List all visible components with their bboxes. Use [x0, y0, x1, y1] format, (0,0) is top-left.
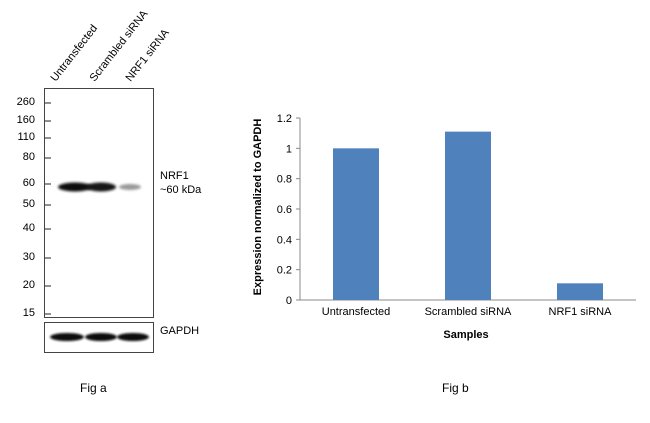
mw-marker-80: 80 [22, 151, 35, 163]
gapdh-band-nrf1-sirna [117, 333, 149, 341]
y-tick-label: 0 [286, 295, 292, 307]
main-blot [44, 88, 154, 318]
target-size-label: ~60 kDa [160, 184, 202, 196]
loading-control-label: GAPDH [160, 325, 200, 337]
mw-marker-20: 20 [22, 279, 35, 291]
y-tick-label: 0.2 [277, 265, 292, 277]
mw-marker-50: 50 [22, 198, 35, 210]
x-tick-label: Untransfected [322, 306, 390, 318]
target-label: NRF1 [160, 170, 189, 182]
x-tick-labels: Untransfected Scrambled siRNA NRF1 siRNA [322, 306, 612, 318]
nrf1-band-nrf1-sirna [119, 184, 141, 190]
y-axis-label: Expression normalized to GAPDH [252, 119, 264, 296]
figure-a-caption: Fig a [80, 381, 107, 395]
mw-marker-110: 110 [17, 131, 35, 143]
y-tick-label: 0.8 [277, 174, 292, 186]
nrf1-band-scrambled [86, 182, 116, 192]
y-tick-label: 1 [286, 143, 292, 155]
bar-untransfected [333, 148, 379, 300]
figure-b-caption: Fig b [442, 381, 469, 395]
gapdh-blot [44, 322, 154, 353]
x-axis-label: Samples [443, 329, 488, 341]
mw-marker-15: 15 [22, 307, 35, 319]
y-tick-label: 1.2 [277, 113, 292, 125]
main-blot-bands [45, 102, 141, 315]
western-blot-panel: Untransfected Scrambled siRNA NRF1 siRNA… [0, 0, 220, 423]
x-tick-label: Scrambled siRNA [425, 306, 512, 318]
mw-marker-160: 160 [16, 114, 35, 126]
bar-scrambled-sirna [445, 131, 491, 300]
bar-nrf1-sirna [557, 283, 603, 300]
bars [333, 131, 603, 300]
mw-marker-60: 60 [22, 177, 35, 189]
y-tick-label: 0.4 [277, 234, 292, 246]
nrf1-band-untransfected [58, 182, 92, 192]
gapdh-band-untransfected [50, 333, 84, 341]
mw-marker-30: 30 [22, 251, 35, 263]
mw-marker-260: 260 [16, 96, 35, 108]
bar-chart: 0 0.2 0.4 0.6 0.8 1 1.2 Untransfected Scrambled… [252, 113, 636, 341]
mw-marker-40: 40 [22, 222, 35, 234]
gapdh-band-scrambled [85, 333, 117, 341]
gapdh-blot-bands [50, 333, 149, 341]
x-tick-label: NRF1 siRNA [549, 306, 613, 318]
y-axis: 0 0.2 0.4 0.6 0.8 1 1.2 [277, 113, 301, 307]
y-tick-label: 0.6 [277, 204, 292, 216]
